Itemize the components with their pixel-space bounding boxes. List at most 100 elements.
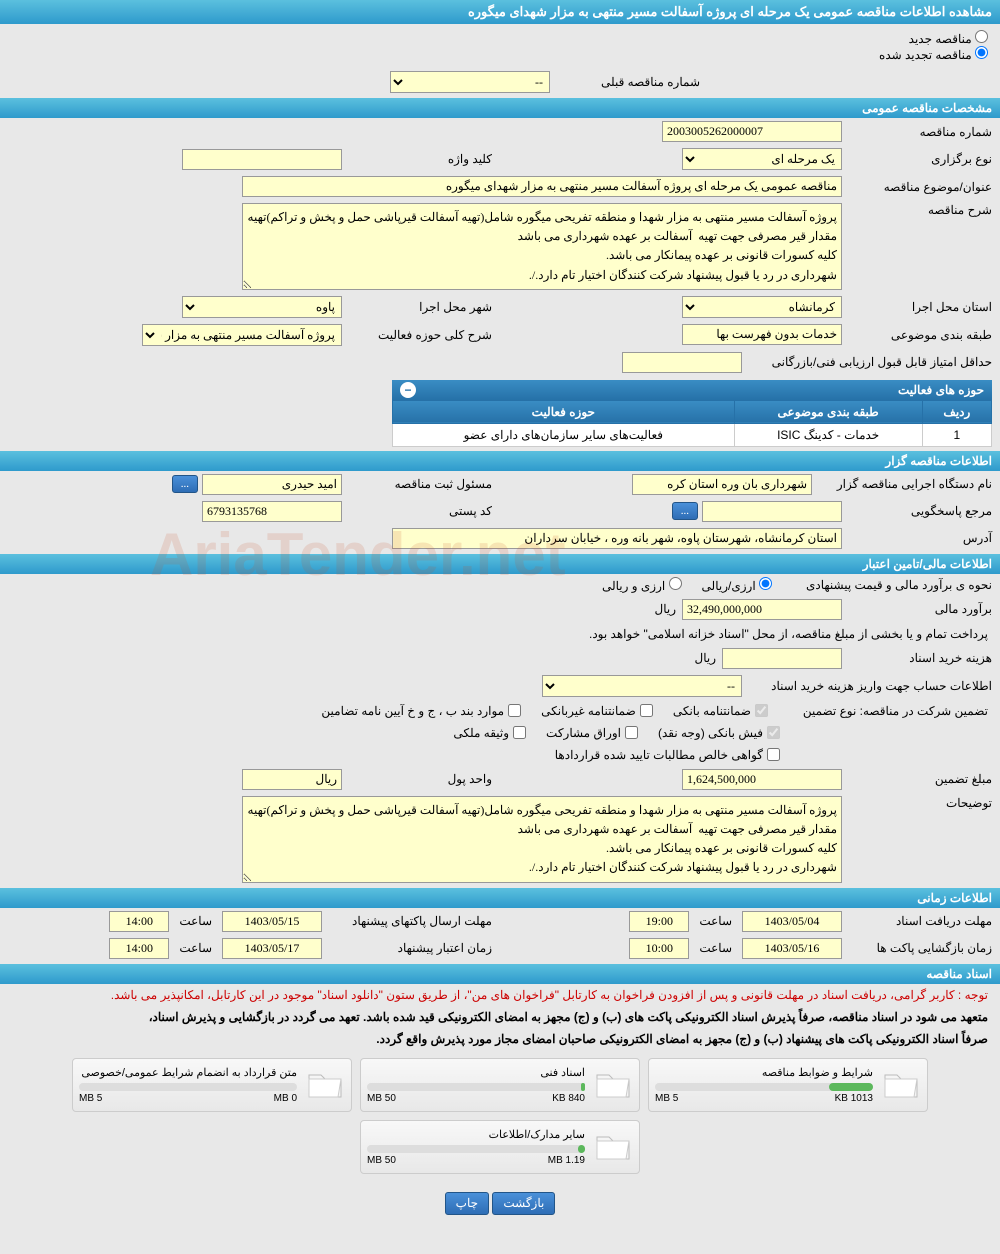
guarantee-amount-input[interactable] bbox=[682, 769, 842, 790]
keyword-label: کلید واژه bbox=[342, 152, 492, 166]
submit-time[interactable] bbox=[109, 911, 169, 932]
type-label: نوع برگزاری bbox=[842, 152, 992, 166]
doc-title: سایر مدارک/اطلاعات bbox=[367, 1128, 585, 1141]
min-score-label: حداقل امتیاز قابل قبول ارزیابی فنی/بازرگ… bbox=[742, 355, 992, 369]
radio-arz-rial[interactable] bbox=[759, 577, 772, 590]
gtype-cert[interactable] bbox=[767, 748, 780, 761]
currency-label: واحد پول bbox=[342, 772, 492, 786]
city-label: شهر محل اجرا bbox=[342, 300, 492, 314]
notes-textarea[interactable] bbox=[242, 796, 842, 883]
gtype-nonbank[interactable] bbox=[640, 704, 653, 717]
category-label: طبقه بندی موضوعی bbox=[842, 328, 992, 342]
receive-docs-date[interactable] bbox=[742, 911, 842, 932]
doc-card[interactable]: متن قرارداد به انضمام شرایط عمومی/خصوصی 0… bbox=[72, 1058, 352, 1112]
unit-rial-2: ریال bbox=[694, 651, 716, 665]
scope-label: شرح کلی حوزه فعالیت bbox=[342, 328, 492, 342]
min-score-input[interactable] bbox=[622, 352, 742, 373]
prev-number-label: شماره مناقصه قبلی bbox=[550, 75, 700, 89]
desc-label: شرح مناقصه bbox=[842, 203, 992, 217]
doc-card[interactable]: اسناد فنی 840 KB 50 MB bbox=[360, 1058, 640, 1112]
doc-title: متن قرارداد به انضمام شرایط عمومی/خصوصی bbox=[79, 1066, 297, 1079]
section-tenderer: اطلاعات مناقصه گزار bbox=[0, 451, 1000, 471]
estimate-label: برآورد مالی bbox=[842, 602, 992, 616]
desc-textarea[interactable] bbox=[242, 203, 842, 290]
doc-used: 0 MB bbox=[274, 1093, 297, 1104]
validity-date[interactable] bbox=[222, 938, 322, 959]
doc-max: 50 MB bbox=[367, 1155, 396, 1166]
org-input[interactable] bbox=[632, 474, 812, 495]
doc-card[interactable]: شرایط و ضوابط مناقصه1013 KB5 MB bbox=[648, 1058, 928, 1112]
print-button[interactable]: چاپ bbox=[445, 1192, 489, 1215]
doc-title: اسناد فنی bbox=[367, 1066, 585, 1079]
response-label: مرجع پاسخگویی bbox=[842, 504, 992, 518]
currency-input[interactable] bbox=[242, 769, 342, 790]
gtype-cases[interactable] bbox=[508, 704, 521, 717]
time-label-2: ساعت bbox=[179, 914, 212, 928]
number-label: شماره مناقصه bbox=[842, 125, 992, 139]
open-time[interactable] bbox=[629, 938, 689, 959]
registrar-lookup-button[interactable]: ... bbox=[172, 475, 198, 493]
payment-note: پرداخت تمام و یا بخشی از مبلغ مناقصه، از… bbox=[0, 623, 1000, 645]
prev-number-select[interactable]: -- bbox=[390, 71, 550, 93]
registrar-input[interactable] bbox=[202, 474, 342, 495]
radio-renewed[interactable] bbox=[975, 46, 988, 59]
doc-title: شرایط و ضوابط مناقصه bbox=[655, 1066, 873, 1079]
unit-rial: ریال bbox=[654, 602, 676, 616]
table-title: حوزه های فعالیت bbox=[898, 383, 984, 397]
doc-max: 5 MB bbox=[79, 1093, 102, 1104]
notes-label: توضیحات bbox=[842, 796, 992, 810]
account-select[interactable]: -- bbox=[542, 675, 742, 697]
docs-note-bold2: صرفاً اسناد الکترونیکی پاکت های پیشنهاد … bbox=[0, 1028, 1000, 1050]
docs-note-bold1: متعهد می شود در اسناد مناقصه، صرفاً پذیر… bbox=[0, 1006, 1000, 1028]
gtype-cash bbox=[767, 726, 780, 739]
submit-date[interactable] bbox=[222, 911, 322, 932]
response-lookup-button[interactable]: ... bbox=[672, 502, 698, 520]
scope-select[interactable]: پروژه آسفالت مسیر منتهی به مزار شهدا و bbox=[142, 324, 342, 346]
estimate-input[interactable] bbox=[682, 599, 842, 620]
category-input[interactable] bbox=[682, 324, 842, 345]
docs-note-red: توجه : کاربر گرامی، دریافت اسناد در مهلت… bbox=[0, 984, 1000, 1006]
gtype-bonds[interactable] bbox=[625, 726, 638, 739]
section-docs: اسناد مناقصه bbox=[0, 964, 1000, 984]
doc-used: 1.19 MB bbox=[548, 1155, 585, 1166]
time-label-3: ساعت bbox=[699, 941, 732, 955]
folder-icon bbox=[593, 1127, 633, 1167]
keyword-input[interactable] bbox=[182, 149, 342, 170]
validity-label: زمان اعتبار پیشنهاد bbox=[322, 941, 492, 955]
postal-label: کد پستی bbox=[342, 504, 492, 518]
city-select[interactable]: پاوه bbox=[182, 296, 342, 318]
subject-input[interactable] bbox=[242, 176, 842, 197]
province-select[interactable]: کرمانشاه bbox=[682, 296, 842, 318]
time-label-1: ساعت bbox=[699, 914, 732, 928]
tender-type-radios: مناقصه جدید مناقصه تجدید شده bbox=[0, 24, 1000, 68]
subject-label: عنوان/موضوع مناقصه bbox=[842, 180, 992, 194]
receive-docs-time[interactable] bbox=[629, 911, 689, 932]
back-button[interactable]: بازگشت bbox=[492, 1192, 555, 1215]
radio-new[interactable] bbox=[975, 30, 988, 43]
account-info-label: اطلاعات حساب جهت واریز هزینه خرید اسناد bbox=[742, 679, 992, 693]
docs-grid: شرایط و ضوابط مناقصه1013 KB5 MBاسناد فنی… bbox=[0, 1050, 1000, 1182]
guarantee-label: تضمین شرکت در مناقصه: نوع تضمین bbox=[788, 704, 988, 718]
collapse-icon[interactable]: − bbox=[400, 382, 416, 398]
type-select[interactable]: یک مرحله ای bbox=[682, 148, 842, 170]
doc-card[interactable]: سایر مدارک/اطلاعات 1.19 MB 50 MB bbox=[360, 1120, 640, 1174]
postal-input[interactable] bbox=[202, 501, 342, 522]
activity-table: ردیفطبقه بندی موضوعیحوزه فعالیت 1خدمات -… bbox=[392, 400, 992, 447]
doc-max: 5 MB bbox=[655, 1093, 678, 1104]
radio-arz[interactable] bbox=[669, 577, 682, 590]
registrar-label: مسئول ثبت مناقصه bbox=[342, 477, 492, 491]
doc-used: 840 KB bbox=[552, 1093, 585, 1104]
validity-time[interactable] bbox=[109, 938, 169, 959]
province-label: استان محل اجرا bbox=[842, 300, 992, 314]
doc-cost-input[interactable] bbox=[722, 648, 842, 669]
open-date[interactable] bbox=[742, 938, 842, 959]
gtype-property[interactable] bbox=[513, 726, 526, 739]
number-input[interactable] bbox=[662, 121, 842, 142]
estimate-method-label: نحوه ی برآورد مالی و قیمت پیشنهادی bbox=[772, 578, 992, 592]
org-label: نام دستگاه اجرایی مناقصه گزار bbox=[812, 477, 992, 491]
doc-max: 50 MB bbox=[367, 1093, 396, 1104]
table-toolbar: حوزه های فعالیت − bbox=[392, 380, 992, 400]
response-input[interactable] bbox=[702, 501, 842, 522]
folder-icon bbox=[881, 1065, 921, 1105]
address-input[interactable] bbox=[392, 528, 842, 549]
